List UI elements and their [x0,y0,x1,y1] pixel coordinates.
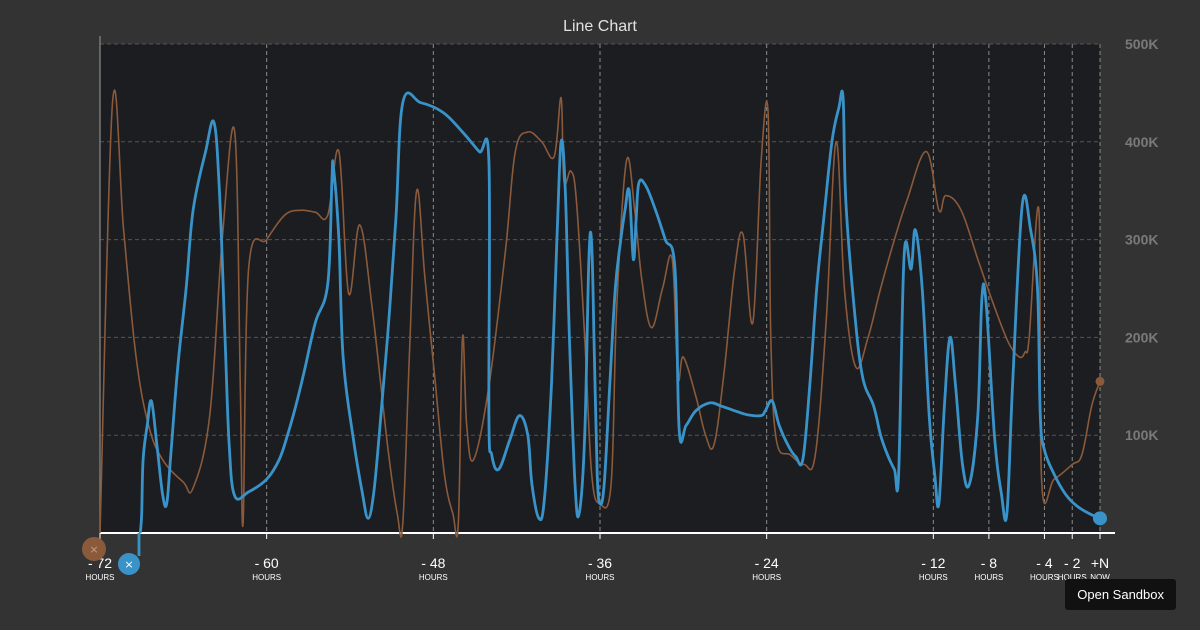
x-tick-label: - 4 [1036,555,1053,571]
series-toggle-marker[interactable]: × [82,537,106,561]
x-tick-label: - 60 [255,555,279,571]
x-tick-unit: HOURS [419,573,448,582]
x-tick-label: +N [1091,555,1109,571]
x-tick-unit: HOURS [1030,573,1059,582]
close-icon[interactable]: × [89,543,98,556]
x-tick-label: - 36 [588,555,612,571]
y-tick-label: 400K [1125,134,1158,150]
y-tick-label: 500K [1125,36,1158,52]
close-icon[interactable]: × [124,558,133,571]
x-tick-unit: HOURS [1058,573,1087,582]
marker-circle[interactable] [82,537,106,561]
series-end-point [1095,376,1105,386]
chart-title: Line Chart [563,18,637,35]
y-tick-label: 300K [1125,232,1158,248]
y-tick-label: 200K [1125,329,1158,345]
x-tick-label: - 24 [755,555,779,571]
series-end-point [1093,511,1107,526]
x-tick-label: - 48 [421,555,445,571]
legend-markers[interactable]: ×× [82,533,141,575]
series-toggle-marker[interactable]: × [118,553,140,575]
y-tick-labels: 100K 200K 300K 400K 500K [1125,36,1158,443]
y-tick-label: 100K [1125,427,1158,443]
x-tick-unit: HOURS [86,573,115,582]
x-tick-unit: HOURS [252,573,281,582]
series-line-2 [138,89,1101,534]
x-tick-unit: HOURS [974,573,1003,582]
x-tick-label: - 8 [981,555,998,571]
open-sandbox-button[interactable]: Open Sandbox [1065,579,1176,610]
x-tick-unit: NOW [1090,573,1110,582]
x-tick-unit: HOURS [752,573,781,582]
x-tick-label: - 2 [1064,555,1081,571]
marker-circle[interactable] [118,553,140,575]
x-tick-label: - 12 [921,555,945,571]
x-tick-unit: HOURS [586,573,615,582]
series-layer [99,89,1107,538]
x-tick-unit: HOURS [919,573,948,582]
